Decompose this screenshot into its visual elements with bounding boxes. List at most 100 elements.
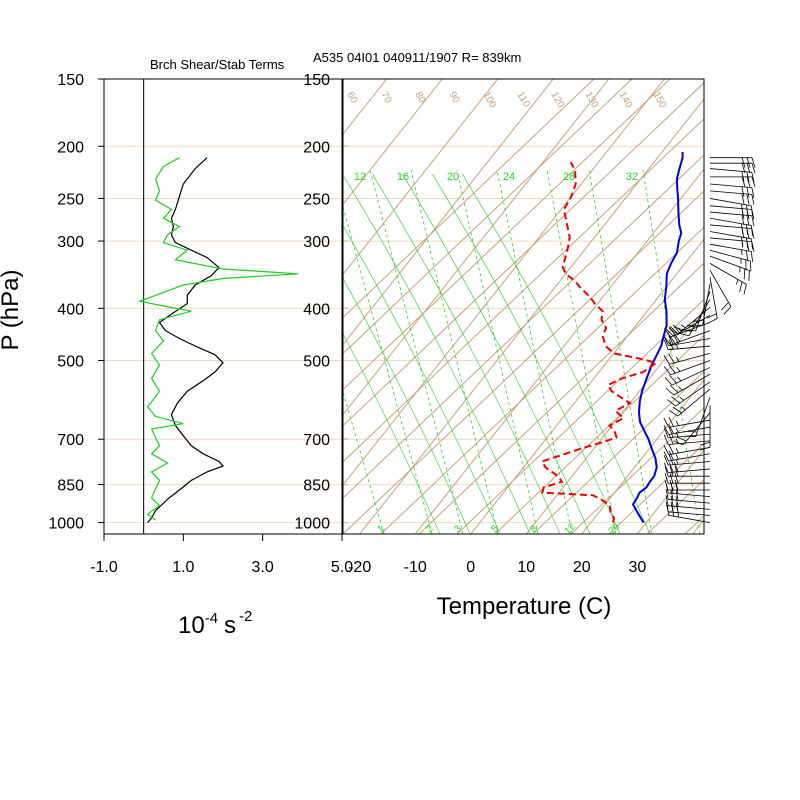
wind-barb bbox=[663, 322, 711, 338]
moist-adiabat-line bbox=[343, 333, 441, 534]
wind-barb bbox=[667, 381, 711, 407]
skew-t-frame bbox=[342, 78, 705, 535]
isotherm-line bbox=[525, 308, 704, 534]
skewt-x-tick-label: -10 bbox=[404, 559, 427, 576]
wind-barb bbox=[709, 224, 755, 239]
skewt-x-tick-label: 30 bbox=[628, 559, 646, 576]
dry-adiabat-line bbox=[343, 79, 633, 355]
left-x-tick-label: 3.0 bbox=[252, 559, 274, 576]
x-axis-label-exponent: -4 bbox=[205, 610, 218, 627]
left-panel-y-axis-label: P (hPa) bbox=[0, 270, 24, 351]
left-y-tick-label: 850 bbox=[57, 478, 84, 495]
dry-adiabat-line bbox=[343, 154, 704, 499]
isotherm-line bbox=[470, 238, 704, 534]
moist-adiabat-label: 24 bbox=[503, 171, 515, 183]
wind-barb bbox=[709, 211, 755, 227]
left-panel-title: Brch Shear/Stab Terms bbox=[150, 57, 285, 72]
wind-barb bbox=[673, 412, 711, 446]
moist-adiabat-line bbox=[343, 174, 531, 534]
wind-barb bbox=[709, 237, 755, 252]
dry-adiabat-line bbox=[343, 79, 595, 319]
axis-labels: P (hPa) 10-4 s-2 Temperature (C) bbox=[0, 270, 611, 639]
skewt-y-tick-label: 300 bbox=[303, 234, 330, 251]
wind-barb bbox=[709, 190, 755, 205]
x-axis-label-unit-exponent: -2 bbox=[239, 608, 252, 625]
left-y-tick-label: 500 bbox=[57, 354, 84, 371]
wind-barbs bbox=[663, 157, 756, 523]
adiabat-label: 90 bbox=[446, 90, 461, 106]
wind-barb bbox=[663, 424, 711, 435]
moist-adiabat-line bbox=[462, 173, 651, 534]
isotherm-line bbox=[414, 168, 704, 534]
skew-t-x-axis-label: Temperature (C) bbox=[437, 593, 612, 620]
adiabat-label: 150 bbox=[650, 90, 668, 110]
x-axis-label-unit: s bbox=[224, 612, 236, 639]
isotherm-line bbox=[581, 378, 704, 534]
moist-adiabat-label: 20 bbox=[447, 171, 459, 183]
adiabat-label: 70 bbox=[378, 90, 393, 106]
moist-adiabat-label: 16 bbox=[397, 171, 409, 183]
moist-adiabat-line bbox=[372, 173, 561, 534]
moist-adiabat-line bbox=[343, 277, 471, 534]
skewt-y-tick-label: 250 bbox=[303, 191, 330, 208]
main-title: A535 04I01 040911/1907 R= 839km bbox=[313, 50, 521, 65]
dewpoint-line bbox=[540, 161, 659, 523]
isotherm-line bbox=[748, 79, 800, 534]
adiabat-label: 110 bbox=[514, 90, 532, 110]
isotherm-line bbox=[636, 449, 704, 534]
wind-barb bbox=[665, 489, 711, 504]
mixing-ratio-line bbox=[410, 169, 499, 534]
left-panel: 150 150 200 200 250 250 300 300 400 400 500 500 700 7… bbox=[48, 72, 353, 576]
wind-barb bbox=[664, 466, 710, 477]
dry-adiabat-line bbox=[494, 334, 704, 534]
skewt-x-tick-label: -20 bbox=[348, 559, 371, 576]
left-y-tick-label: 700 bbox=[57, 432, 84, 449]
mixing-ratio-line bbox=[546, 169, 617, 534]
wind-barb bbox=[709, 231, 753, 250]
moist-adiabat-label: 32 bbox=[626, 171, 638, 183]
mixing-ratio-label: 12 bbox=[562, 521, 578, 537]
temperature-line bbox=[631, 152, 684, 524]
isotherm-line bbox=[0, 79, 276, 534]
left-y-tick-label: 150 bbox=[57, 72, 84, 89]
dry-adiabat-line bbox=[343, 82, 704, 427]
dry-adiabat-line bbox=[608, 443, 704, 534]
wind-barb bbox=[663, 427, 711, 439]
left-x-tick-label: 5.0 bbox=[331, 559, 353, 576]
moist-adiabat-line bbox=[402, 173, 591, 534]
wind-barb bbox=[668, 388, 711, 417]
wind-barb bbox=[709, 168, 755, 183]
wind-barb bbox=[710, 157, 756, 168]
wind-barb bbox=[709, 263, 747, 295]
wind-barb bbox=[663, 353, 711, 365]
x-axis-label-base: 10 bbox=[178, 612, 205, 639]
skewt-x-tick-label: 0 bbox=[466, 559, 475, 576]
wind-barb bbox=[709, 249, 752, 272]
left-y-tick-label: 400 bbox=[57, 301, 84, 318]
wind-barb bbox=[663, 461, 711, 474]
wind-barb bbox=[664, 367, 711, 386]
mixing-ratio-label: 2 bbox=[424, 523, 436, 535]
skewt-y-tick-label: 1000 bbox=[294, 516, 330, 533]
isotherm-line bbox=[359, 98, 704, 534]
skewt-x-tick-label: 20 bbox=[573, 559, 591, 576]
wind-barb bbox=[663, 450, 711, 462]
wind-barb bbox=[665, 482, 711, 498]
wind-barb bbox=[709, 183, 755, 198]
skewt-y-tick-label: 700 bbox=[303, 432, 330, 449]
titles: Brch Shear/Stab Terms A535 04I01 040911/… bbox=[150, 50, 521, 72]
wind-barb bbox=[663, 334, 711, 347]
wind-barb bbox=[665, 495, 711, 510]
wind-barb bbox=[663, 434, 711, 445]
wind-barb bbox=[663, 330, 711, 346]
isotherm-line bbox=[343, 79, 610, 416]
isotherm-line bbox=[343, 79, 499, 276]
isotherm-line bbox=[343, 79, 554, 346]
dry-adiabat-line bbox=[343, 79, 671, 391]
dry-adiabat-line bbox=[343, 118, 704, 463]
wind-barb bbox=[664, 473, 710, 484]
isotherm-line bbox=[343, 79, 665, 486]
left-y-tick-label: 250 bbox=[57, 191, 84, 208]
